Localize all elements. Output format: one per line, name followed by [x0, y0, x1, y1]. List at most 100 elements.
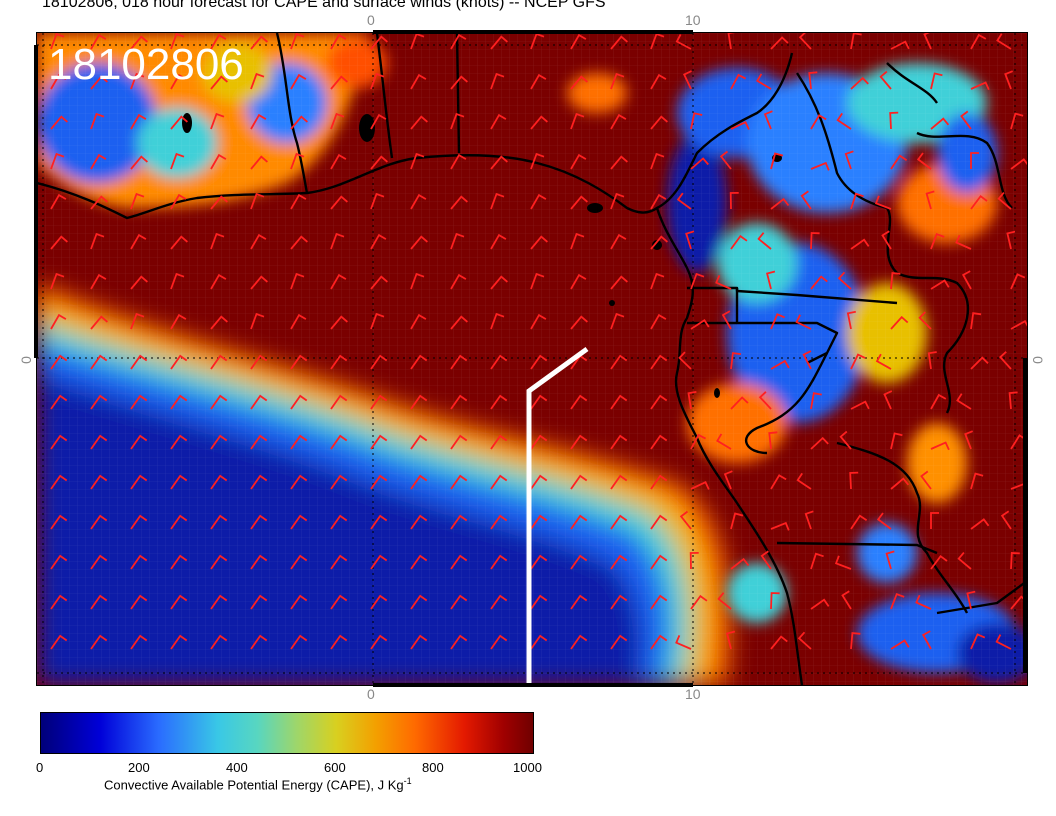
wind-barb: [530, 313, 547, 330]
wind-barb: [250, 514, 268, 530]
wind-barb: [250, 354, 268, 370]
wind-barb: [450, 153, 467, 170]
wind-barb: [930, 393, 947, 410]
wind-barb: [90, 474, 108, 490]
wind-barb: [50, 152, 65, 170]
wind-barb: [955, 234, 972, 250]
wind-barb: [570, 112, 585, 130]
wind-barb: [330, 75, 348, 90]
wind-barb: [850, 238, 870, 250]
wind-barb: [290, 235, 308, 250]
wind-barb: [570, 232, 585, 250]
wind-barb: [370, 434, 388, 450]
colorbar-label-600: 600: [324, 760, 346, 775]
wind-barb: [370, 634, 388, 650]
wind-barb: [290, 272, 305, 290]
wind-barb: [130, 634, 148, 650]
wind-barb: [1010, 273, 1026, 290]
wind-barb: [170, 474, 188, 490]
wind-barb: [250, 192, 265, 210]
wind-barb: [370, 354, 388, 370]
frame-accent-bottom: [373, 683, 693, 687]
wind-barb: [290, 554, 308, 570]
wind-barb: [690, 594, 708, 610]
lon-tick-top-0: 0: [367, 12, 375, 28]
wind-barb: [970, 194, 988, 210]
wind-barb: [370, 312, 385, 330]
wind-barb: [918, 311, 932, 330]
wind-barb: [50, 73, 67, 90]
wind-barb: [721, 310, 732, 330]
wind-barb: [130, 354, 148, 370]
colorbar-label-400: 400: [226, 760, 248, 775]
wind-barb: [210, 394, 228, 410]
wind-barb: [210, 153, 227, 170]
wind-barb: [885, 550, 895, 570]
wind-barb: [844, 150, 854, 170]
wind-barb: [410, 394, 428, 410]
lat-tick-right: 0: [1029, 356, 1046, 364]
wind-barb: [210, 232, 225, 250]
wind-barb: [690, 481, 710, 490]
wind-barb: [370, 155, 388, 170]
wind-barb: [804, 510, 814, 530]
wind-barb: [970, 633, 986, 650]
wind-barb: [130, 554, 148, 570]
wind-barb: [290, 634, 308, 650]
wind-barb: [650, 594, 668, 610]
wind-barb: [715, 275, 732, 290]
wind-barb: [50, 474, 68, 490]
wind-barb: [1010, 158, 1027, 170]
wind-barb: [730, 352, 742, 370]
wind-barb: [370, 554, 388, 570]
wind-barb: [250, 554, 268, 570]
wind-barb: [90, 594, 108, 610]
wind-barb: [690, 157, 709, 170]
wind-barb: [490, 35, 508, 50]
wind-barb: [964, 430, 974, 450]
wind-barb: [850, 33, 862, 50]
wind-barb: [170, 152, 185, 170]
wind-barb: [650, 554, 668, 570]
wind-barb: [130, 113, 147, 130]
wind-barb: [883, 390, 893, 410]
wind-barb: [650, 313, 667, 330]
wind-barb: [676, 192, 692, 210]
wind-barb: [410, 554, 428, 570]
wind-barb: [650, 193, 667, 210]
wind-barb: [690, 433, 707, 450]
wind-barb: [970, 33, 987, 50]
wind-barb: [610, 233, 627, 250]
wind-barb: [690, 319, 710, 330]
wind-barb: [330, 112, 345, 130]
wind-barb: [90, 434, 108, 450]
wind-barb: [650, 434, 668, 450]
wind-barb: [170, 73, 187, 90]
wind-barb: [610, 192, 625, 210]
wind-barb: [170, 354, 188, 370]
wind-barb: [290, 594, 308, 610]
wind-barb: [810, 275, 828, 290]
wind-barb: [530, 193, 547, 210]
wind-barb: [570, 153, 587, 170]
wind-barb: [930, 232, 945, 250]
wind-barb: [490, 594, 508, 610]
wind-barb: [841, 590, 852, 610]
wind-barb: [130, 312, 145, 330]
wind-barb: [130, 192, 145, 210]
wind-barb: [530, 354, 548, 370]
wind-barb: [730, 512, 744, 530]
wind-barb: [930, 554, 948, 570]
wind-barb: [610, 72, 625, 90]
wind-barb: [410, 272, 425, 290]
colorbar-title-unit-exponent: -1: [403, 776, 412, 786]
frame-accent-right: [1023, 358, 1027, 673]
wind-barb: [490, 474, 508, 490]
wind-barb: [650, 272, 665, 290]
wind-barb: [839, 430, 852, 450]
wind-barb: [50, 235, 68, 250]
wind-barb: [970, 518, 990, 530]
wind-barb: [410, 152, 425, 170]
wind-barb: [800, 190, 812, 210]
wind-barb: [996, 33, 1012, 50]
